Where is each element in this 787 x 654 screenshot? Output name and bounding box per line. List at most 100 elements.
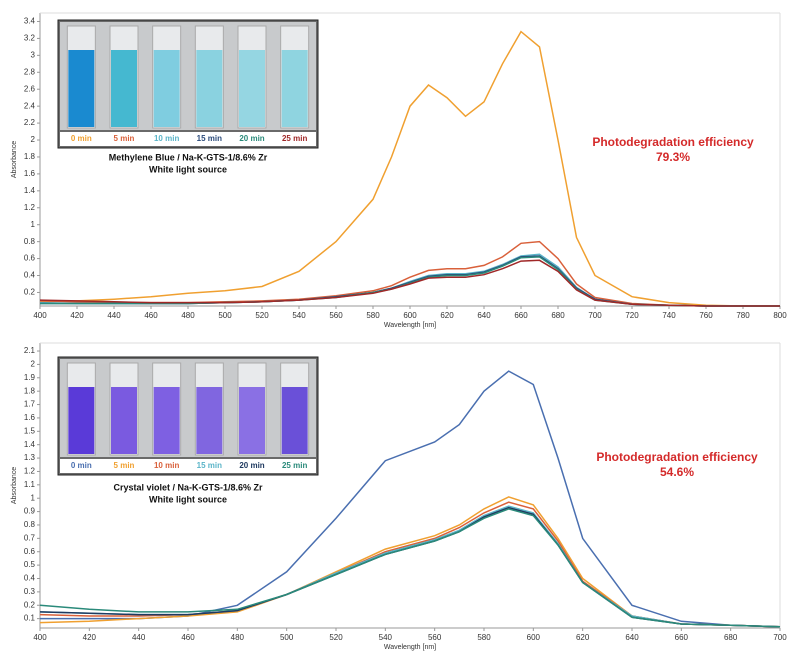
- y-tick-label: 2: [31, 360, 36, 369]
- x-tick-label: 500: [280, 633, 294, 642]
- y-tick-label: 0.5: [24, 560, 36, 569]
- x-axis-label: Wavelength [nm]: [384, 322, 436, 329]
- cuvette-liquid: [154, 50, 180, 127]
- y-tick-label: 1.2: [24, 467, 36, 476]
- x-tick-label: 660: [675, 633, 689, 642]
- cuvette-liquid: [239, 50, 265, 127]
- inset-bg: [60, 22, 316, 130]
- x-tick-label: 500: [218, 311, 232, 320]
- x-tick-label: 680: [551, 311, 565, 320]
- y-tick-label: 3: [31, 50, 36, 59]
- x-tick-label: 480: [231, 633, 245, 642]
- y-tick-label: 1.8: [24, 386, 36, 395]
- spectrum-line: [40, 502, 780, 627]
- y-tick-label: 2.4: [24, 101, 36, 110]
- efficiency-annotation: 79.3%: [656, 150, 690, 164]
- y-tick-label: 0.2: [24, 600, 36, 609]
- cuvette-liquid: [154, 387, 180, 454]
- y-tick-label: 1.7: [24, 400, 36, 409]
- x-tick-label: 640: [625, 633, 639, 642]
- x-tick-label: 620: [576, 633, 590, 642]
- inset-caption: Methylene Blue / Na-K-GTS-1/8.6% Zr: [109, 152, 268, 162]
- cuvette-liquid: [111, 50, 137, 127]
- legend-strip: [60, 132, 316, 146]
- spectrum-line: [40, 254, 780, 306]
- spectrum-line: [40, 506, 780, 627]
- legend-label: 0 min: [71, 461, 92, 470]
- inset-caption: Crystal violet / Na-K-GTS-1/8.6% Zr: [113, 482, 263, 492]
- y-tick-label: 2.2: [24, 118, 36, 127]
- legend-label: 10 min: [154, 134, 179, 143]
- x-tick-label: 560: [329, 311, 343, 320]
- x-tick-label: 400: [33, 633, 47, 642]
- y-tick-label: 0.7: [24, 533, 36, 542]
- y-tick-label: 0.2: [24, 288, 36, 297]
- x-tick-label: 620: [440, 311, 454, 320]
- efficiency-annotation: 54.6%: [660, 465, 694, 479]
- legend-label: 15 min: [197, 461, 222, 470]
- x-tick-label: 440: [107, 311, 121, 320]
- x-tick-label: 480: [181, 311, 195, 320]
- x-tick-label: 780: [736, 311, 750, 320]
- y-tick-label: 2.6: [24, 84, 36, 93]
- x-tick-label: 800: [773, 311, 787, 320]
- figure: 0.20.40.60.811.21.41.61.822.22.42.62.833…: [0, 0, 787, 654]
- legend-label: 0 min: [71, 134, 92, 143]
- y-axis-label: Absorbance: [11, 467, 18, 504]
- spectrum-line: [40, 509, 780, 627]
- x-tick-label: 680: [724, 633, 738, 642]
- inset-bg: [60, 359, 316, 457]
- y-tick-label: 0.6: [24, 254, 36, 263]
- inset-caption: White light source: [149, 494, 227, 504]
- y-tick-label: 0.4: [24, 574, 36, 583]
- y-tick-label: 1.1: [24, 480, 36, 489]
- y-tick-label: 2.1: [24, 346, 36, 355]
- y-tick-label: 1.6: [24, 169, 36, 178]
- legend-label: 10 min: [154, 461, 179, 470]
- x-tick-label: 460: [144, 311, 158, 320]
- spectrum-line: [40, 508, 780, 627]
- x-tick-label: 640: [477, 311, 491, 320]
- y-tick-label: 0.8: [24, 237, 36, 246]
- spectrum-line: [40, 497, 780, 627]
- y-tick-label: 0.1: [24, 614, 36, 623]
- y-axis-label: Absorbance: [11, 141, 18, 178]
- x-tick-label: 600: [527, 633, 541, 642]
- x-tick-label: 600: [403, 311, 417, 320]
- efficiency-annotation: Photodegradation efficiency: [592, 135, 754, 149]
- legend-label: 15 min: [197, 134, 222, 143]
- x-tick-label: 460: [181, 633, 195, 642]
- cuvette-liquid: [282, 50, 308, 127]
- x-tick-label: 700: [773, 633, 787, 642]
- y-tick-label: 0.3: [24, 587, 36, 596]
- efficiency-annotation: Photodegradation efficiency: [596, 450, 758, 464]
- x-tick-label: 760: [699, 311, 713, 320]
- y-tick-label: 0.8: [24, 520, 36, 529]
- y-tick-label: 1.8: [24, 152, 36, 161]
- y-tick-label: 1.5: [24, 426, 36, 435]
- cuvette-liquid: [111, 387, 137, 454]
- x-tick-label: 700: [588, 311, 602, 320]
- legend-label: 5 min: [114, 461, 135, 470]
- legend-strip: [60, 459, 316, 473]
- x-tick-label: 420: [83, 633, 97, 642]
- y-tick-label: 1: [31, 220, 36, 229]
- y-tick-label: 0.6: [24, 547, 36, 556]
- x-tick-label: 540: [379, 633, 393, 642]
- y-tick-label: 1.6: [24, 413, 36, 422]
- cuvette-liquid: [196, 387, 222, 454]
- y-tick-label: 3.4: [24, 17, 36, 26]
- cuvette-liquid: [68, 50, 94, 127]
- y-tick-label: 3.2: [24, 34, 36, 43]
- y-tick-label: 1: [31, 493, 36, 502]
- y-tick-label: 1.3: [24, 453, 36, 462]
- x-axis-label: Wavelength [nm]: [384, 644, 436, 651]
- x-tick-label: 580: [477, 633, 491, 642]
- x-tick-label: 740: [662, 311, 676, 320]
- cuvette-liquid: [196, 50, 222, 127]
- cuvette-liquid: [68, 387, 94, 454]
- x-tick-label: 420: [70, 311, 84, 320]
- cuvette-liquid: [282, 387, 308, 454]
- x-tick-label: 540: [292, 311, 306, 320]
- y-tick-label: 2: [31, 135, 36, 144]
